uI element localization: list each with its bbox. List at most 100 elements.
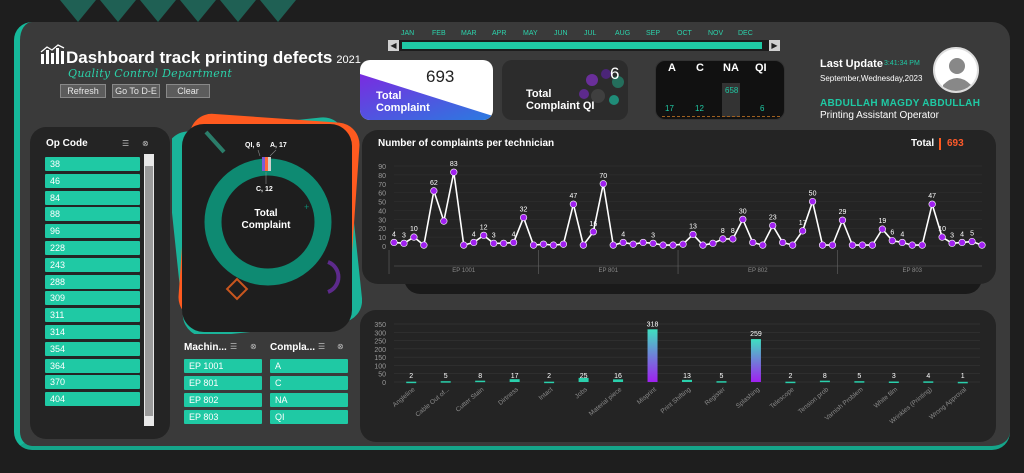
month-sep[interactable]: SEP [646, 30, 661, 37]
multiselect-icon[interactable]: ☰ [122, 139, 130, 148]
month-aug[interactable]: AUG [615, 30, 631, 37]
clear-filter-icon[interactable]: ⊗ [337, 342, 344, 351]
op-code-item[interactable]: 84 [45, 190, 140, 205]
y-tick-label: 50 [378, 200, 386, 207]
machine-item[interactable]: EP 802 [184, 393, 262, 407]
refresh-button[interactable]: Refresh [60, 84, 106, 98]
op-code-item[interactable]: 364 [45, 358, 140, 373]
op-code-item[interactable]: 243 [45, 257, 140, 272]
y-tick-label: 200 [374, 347, 386, 354]
complaint-item[interactable]: QI [270, 410, 348, 424]
line-chart-total-value: 693 [947, 138, 964, 149]
y-tick-label: 0 [382, 244, 386, 251]
data-point [918, 241, 926, 249]
complaint-item[interactable]: NA [270, 393, 348, 407]
op-code-item[interactable]: 228 [45, 241, 140, 255]
donut-label-qi: QI, 6 [245, 142, 261, 149]
op-code-item[interactable]: 311 [45, 308, 140, 323]
op-code-item[interactable]: 370 [45, 375, 140, 390]
goto-button[interactable]: Go To D-E [112, 84, 160, 98]
y-tick-label: 90 [378, 164, 386, 171]
month-dec[interactable]: DEC [738, 30, 753, 37]
data-point [629, 240, 637, 248]
op-code-item[interactable]: 314 [45, 325, 140, 339]
bar [785, 381, 796, 384]
data-point [799, 227, 807, 235]
month-may[interactable]: MAY [523, 30, 538, 37]
bar [888, 381, 899, 384]
op-code-scrollbar[interactable] [144, 154, 154, 426]
bar [854, 381, 865, 383]
clear-button[interactable]: Clear [166, 84, 210, 98]
bar [957, 381, 968, 384]
cat-header-na: NA [723, 62, 739, 74]
machine-item[interactable]: EP 1001 [184, 359, 262, 373]
y-tick-label: 30 [378, 217, 386, 224]
month-mar[interactable]: MAR [461, 30, 477, 37]
month-jan[interactable]: JAN [401, 30, 415, 37]
data-label: 4 [392, 231, 396, 238]
data-label: 8 [731, 228, 735, 235]
bg-decoration [100, 0, 136, 22]
machine-item[interactable]: EP 801 [184, 376, 262, 390]
data-point [390, 238, 398, 247]
op-code-item[interactable]: 288 [45, 274, 140, 289]
op-code-item[interactable]: 96 [45, 224, 140, 239]
data-point [868, 241, 876, 249]
data-point [460, 241, 468, 249]
x-tick-label: Misprint [636, 386, 658, 406]
timeline-right-arrow[interactable]: ▶ [769, 40, 780, 51]
bar [923, 381, 934, 383]
kpi-gradient [360, 74, 493, 120]
data-label: 83 [450, 161, 458, 168]
cat-value-c: 12 [695, 104, 704, 113]
data-label: 3 [651, 232, 655, 239]
month-jun[interactable]: JUN [554, 30, 568, 37]
data-label: 318 [647, 321, 659, 328]
timeline-selection[interactable] [402, 42, 762, 49]
page-title: Dashboard track printing defects 2021 [66, 48, 361, 67]
op-code-item[interactable]: 88 [45, 207, 140, 222]
data-point [639, 238, 647, 247]
month-feb[interactable]: FEB [432, 30, 446, 37]
op-code-item[interactable]: 38 [45, 157, 140, 171]
bar [682, 379, 692, 382]
timeline-left-arrow[interactable]: ◀ [388, 40, 399, 51]
complaint-slicer-title: Compla... [270, 342, 316, 353]
data-label: 4 [926, 373, 930, 380]
scroll-thumb[interactable] [145, 166, 153, 416]
complaint-item[interactable]: C [270, 376, 348, 390]
cat-header-a: A [668, 62, 676, 74]
complaint-item[interactable]: A [270, 359, 348, 373]
month-oct[interactable]: OCT [677, 30, 692, 37]
machine-item[interactable]: EP 803 [184, 410, 262, 424]
multiselect-icon[interactable]: ☰ [230, 342, 238, 351]
op-code-item[interactable]: 354 [45, 341, 140, 356]
month-timeline[interactable]: ◀ ▶ [388, 40, 780, 51]
month-nov[interactable]: NOV [708, 30, 724, 37]
clear-filter-icon[interactable]: ⊗ [142, 139, 149, 148]
x-tick-label: Dirtness [497, 386, 520, 407]
user-name: ABDULLAH MAGDY ABDULLAH [820, 98, 981, 109]
data-label: 10 [938, 226, 946, 233]
data-point [599, 180, 607, 188]
x-group-label: EP 801 [598, 268, 618, 274]
x-tick-label: Cable Out of... [414, 386, 451, 418]
month-apr[interactable]: APR [492, 30, 507, 37]
data-point [729, 235, 737, 243]
op-code-item[interactable]: 309 [45, 291, 140, 306]
op-code-item[interactable]: 404 [45, 392, 140, 407]
clear-filter-icon[interactable]: ⊗ [250, 342, 257, 351]
multiselect-icon[interactable]: ☰ [318, 342, 326, 351]
last-update-date: September,Wednesday,2023 [820, 74, 923, 83]
data-point [898, 238, 906, 247]
op-code-item[interactable]: 46 [45, 173, 140, 188]
machine-slicer-title: Machin... [184, 342, 227, 353]
data-point [440, 217, 448, 225]
x-tick-label: Register [704, 386, 728, 407]
user-role: Printing Assistant Operator [820, 110, 939, 121]
month-jul[interactable]: JUL [584, 30, 597, 37]
data-label: 12 [480, 224, 488, 231]
data-label: 3 [492, 232, 496, 239]
data-label: 8 [823, 373, 827, 380]
